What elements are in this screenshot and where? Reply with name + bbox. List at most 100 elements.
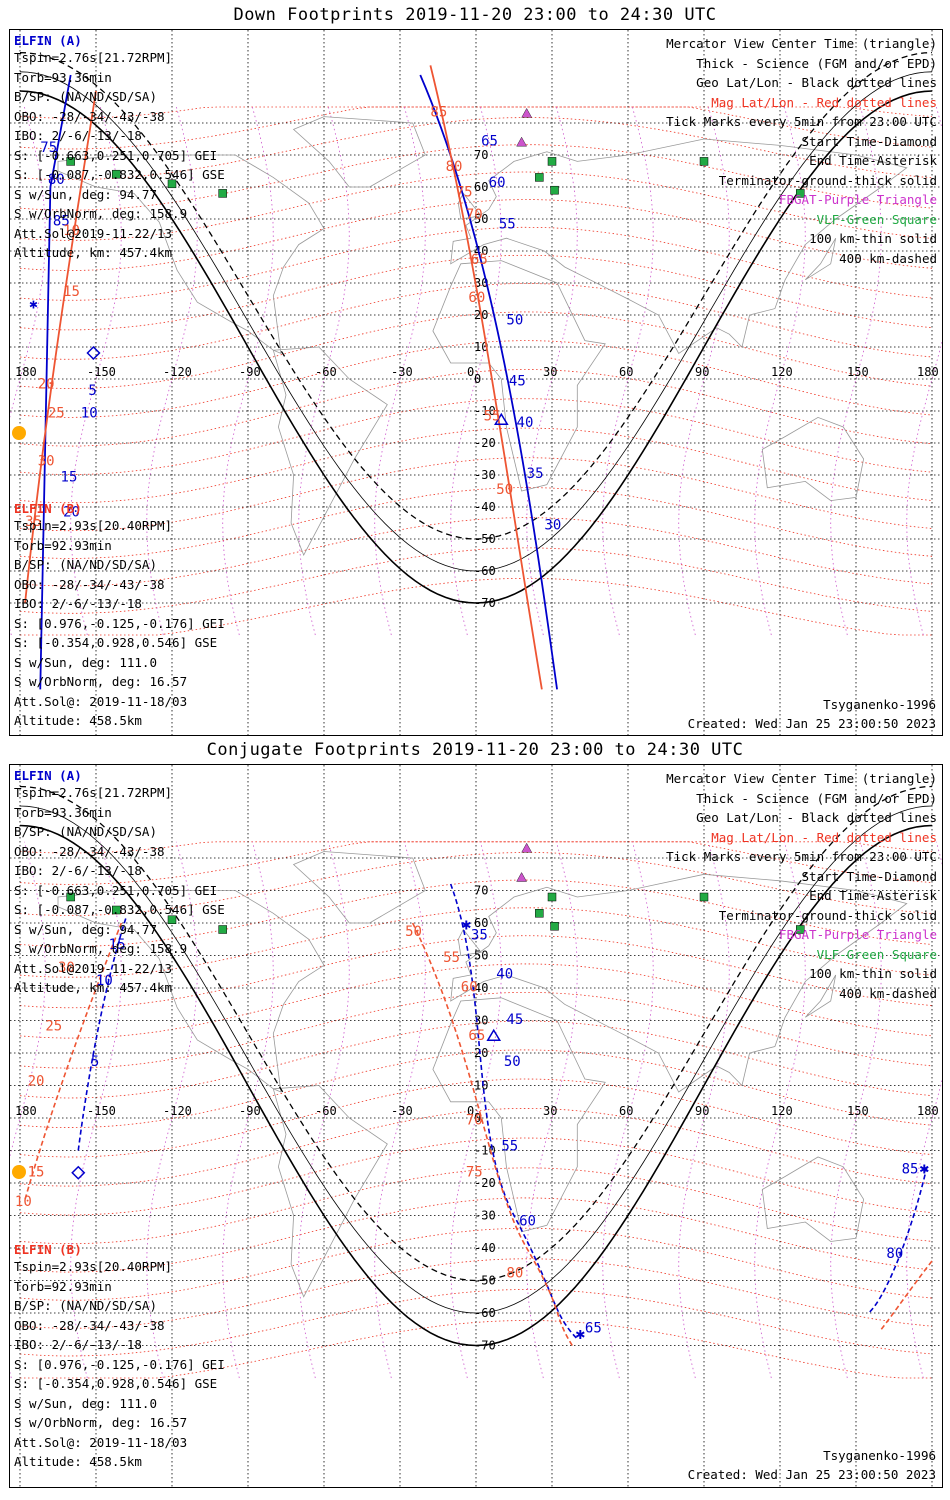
lat-tick-label: -10	[474, 404, 496, 418]
tick-label-a: 75	[40, 140, 57, 156]
info-line: Torb=93.36min	[14, 804, 112, 820]
view-center-triangle	[494, 412, 509, 425]
legend-item: 400 km-dashed	[839, 250, 937, 266]
lon-tick-label: 150	[847, 365, 869, 379]
vlf-square	[112, 905, 121, 915]
legend-item: Mercator View Center Time (triangle)	[666, 36, 937, 51]
tick-label-b: 80	[446, 159, 463, 175]
tick-label-a: 55	[499, 217, 516, 233]
coastline	[457, 192, 482, 220]
tick-label-b: 30	[38, 453, 55, 469]
lon-tick-label: 30	[543, 365, 557, 379]
tick-label-a: 10	[81, 405, 98, 421]
info-line: Att.Sol@2019-11-22/13	[14, 225, 173, 241]
mag-lat-line	[19, 1227, 933, 1301]
mag-lat-line	[19, 935, 933, 1009]
coastline	[57, 154, 325, 355]
info-line: S w/Sun, deg: 111.0	[14, 1395, 157, 1411]
mag-lat-line	[19, 226, 933, 301]
info-line: S w/OrbNorm, deg: 16.57	[14, 674, 188, 689]
info-line: S: [-0.087,-0.832,0.546] GSE	[14, 167, 225, 182]
tick-label-b: 25	[45, 1018, 62, 1034]
info-line: IBO: 2/-6/-13/-18	[14, 128, 142, 143]
coastline	[761, 416, 865, 502]
elfin-a-track	[77, 916, 128, 1151]
elfin-b-info: ELFIN (B) Tspin=2.93s[20.40RPM] Torb=92.9…	[14, 502, 225, 731]
lon-tick-label: -90	[239, 1104, 261, 1118]
tick-label-a: 55	[501, 1139, 518, 1155]
tick-label-a: 65	[585, 1321, 602, 1337]
lon-tick-label: -120	[163, 365, 192, 379]
tick-label-b: 50	[405, 924, 422, 940]
elfin-a-track	[868, 1166, 928, 1314]
info-line: IBO: 2/-6/-13/-18	[14, 596, 142, 611]
vlf-square	[167, 915, 177, 924]
lat-tick-label: -70	[474, 596, 496, 610]
mag-lat-line	[19, 311, 933, 389]
tick-label-a: 80	[48, 172, 65, 188]
lon-tick-label: 0	[467, 365, 474, 379]
coastline	[457, 928, 482, 956]
info-line: Tspin=2.93s[20.40RPM]	[14, 518, 173, 533]
info-line: S: [-0.663,0.251,0.705] GEI	[14, 147, 218, 163]
mag-lon-line	[754, 841, 806, 1379]
lat-tick-label: -30	[474, 1209, 496, 1223]
model-label: Tsyganenko-1996	[823, 697, 936, 712]
legend-item: FBGAT-Purple Triangle	[778, 927, 937, 942]
tick-label-b: 25	[48, 405, 65, 421]
legend-item: Geo Lat/Lon - Black dotted lines	[696, 75, 937, 90]
info-line: S: [0.976,-0.125,-0.176] GEI	[14, 615, 225, 631]
legend-item: 400 km-dashed	[839, 985, 937, 1001]
elfin-a-info: ELFIN (A) Tspin=2.76s[21.72RPM] Torb=93.3…	[14, 34, 225, 263]
vlf-square	[699, 157, 709, 166]
legend: Mercator View Center Time (triangle) Thic…	[666, 34, 937, 268]
lon-tick-label: 180	[917, 1104, 939, 1118]
lat-tick-label: -50	[474, 532, 496, 546]
lat-tick-label: -30	[474, 468, 496, 482]
info-line: S w/Sun, deg: 111.0	[14, 654, 157, 670]
elfin-b-track	[429, 65, 543, 690]
coastline	[450, 138, 908, 354]
lon-tick-label: 30	[543, 1104, 557, 1118]
map-down-footprints: 180 -150 -120 -90 -60 -30 0 30 60 90 120 150 180 70 60…	[9, 29, 943, 736]
lat-tick-label: 10	[474, 340, 488, 354]
info-line: Tspin=2.76s[21.72RPM]	[14, 785, 173, 800]
legend-item: Mag Lat/Lon - Red dotted lines	[711, 829, 937, 845]
mag-lon-line	[222, 841, 274, 1379]
coastline	[272, 346, 388, 556]
info-line: Att.Sol@2019-11-22/13	[14, 960, 173, 976]
info-line: OBO: -28/-34/-43/-38	[14, 1317, 165, 1333]
lon-tick-label: 90	[695, 365, 709, 379]
tick-label-b: 70	[466, 207, 483, 223]
tick-label-a: 50	[504, 1054, 521, 1070]
terminator-ground	[19, 824, 933, 1347]
created-label: Created: Wed Jan 25 23:00:50 2023	[687, 1467, 936, 1482]
terminator-400km	[19, 51, 933, 540]
fbgat-triangle	[521, 107, 533, 118]
tick-label-a: 20	[63, 505, 80, 521]
mag-lat-line	[19, 1289, 933, 1357]
map-conjugate-footprints: 180 -150 -120 -90 -60 -30 0 30 60 90 120 150 180 70 60…	[9, 764, 943, 1488]
elfin-b-lines: Tspin=2.93s[20.40RPM] Torb=92.93min B/SP: …	[14, 1257, 225, 1472]
tick-label-b: 20	[28, 1074, 45, 1090]
lat-tick-label: -20	[474, 1176, 496, 1190]
info-line: B/SP: (NA/ND/SD/SA)	[14, 89, 157, 104]
mag-lat-line	[19, 879, 933, 947]
elfin-b-info: ELFIN (B) Tspin=2.93s[20.40RPM] Torb=92.9…	[14, 1243, 225, 1472]
tick-label-b: 50	[496, 482, 513, 498]
tick-label-b: 10	[63, 223, 80, 239]
legend-item: Mercator View Center Time (triangle)	[666, 771, 937, 786]
tick-label-b: 75	[466, 1165, 483, 1181]
lat-tick-label: 0	[474, 372, 481, 386]
mag-lon-line	[450, 841, 502, 1379]
info-line: Torb=92.93min	[14, 537, 112, 553]
coastline	[272, 1085, 388, 1298]
info-line: Torb=92.93min	[14, 1278, 112, 1294]
info-line: Altitude: 458.5km	[14, 713, 142, 728]
elfin-a-header: ELFIN (A)	[14, 33, 82, 48]
vlf-square	[218, 925, 227, 934]
tick-label-a: 5	[88, 383, 96, 399]
coastline	[805, 974, 837, 1018]
elfin-b-track	[880, 1260, 933, 1330]
lat-tick-label: -50	[474, 1274, 496, 1288]
